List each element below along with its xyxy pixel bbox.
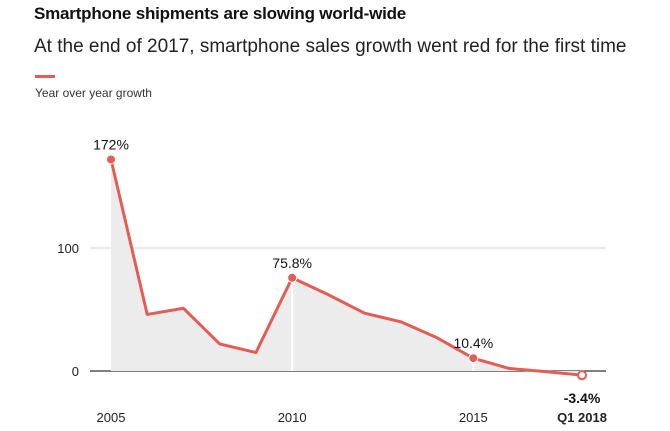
x-tick-label-2015: 2015	[459, 410, 488, 425]
data-point-2005	[106, 154, 116, 165]
data-point-2018	[577, 370, 587, 381]
data-point-2010	[287, 272, 298, 283]
data-point-2015	[468, 353, 479, 364]
legend-swatch	[35, 75, 55, 78]
data-label-2010: 75.8%	[272, 255, 312, 271]
series-line	[109, 157, 584, 377]
area-fill	[111, 159, 582, 376]
data-label-2018: -3.4%	[564, 390, 601, 406]
data-label-2015: 10.4%	[453, 335, 493, 351]
x-tick-label-2018: Q1 2018	[557, 410, 607, 425]
chart-subtitle: At the end of 2017, smartphone sales gro…	[34, 36, 627, 57]
x-tick-label-2010: 2010	[278, 410, 307, 425]
y-axis-label: Year over year growth	[35, 86, 152, 100]
chart-title: Smartphone shipments are slowing world-w…	[34, 4, 407, 23]
y-tick-label-0: 0	[72, 364, 79, 379]
y-tick-label-100: 100	[57, 241, 79, 256]
x-tick-label-2005: 2005	[97, 410, 126, 425]
data-label-2005: 172%	[93, 136, 129, 152]
